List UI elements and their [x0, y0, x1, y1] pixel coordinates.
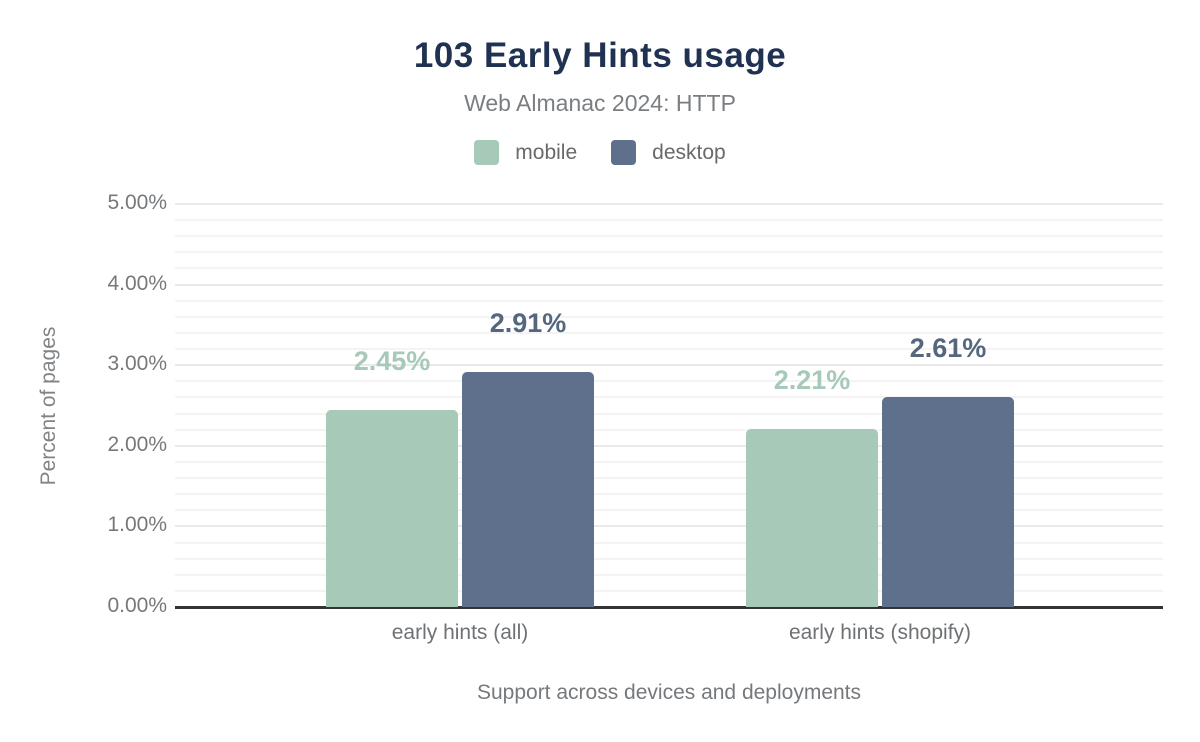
y-major-gridline	[175, 203, 1163, 205]
y-minor-gridline	[175, 541, 1163, 544]
y-minor-gridline	[175, 460, 1163, 463]
value-label-mobile-shopify: 2.21%	[773, 364, 851, 395]
x-axis-title: Support across devices and deployments	[476, 681, 862, 704]
y-minor-gridline	[175, 589, 1163, 592]
x-category-label: early hints (shopify)	[788, 621, 972, 644]
y-major-gridline	[175, 444, 1163, 447]
y-minor-gridline	[175, 428, 1163, 431]
legend-label-desktop: desktop	[652, 140, 726, 164]
y-tick-label: 4.00%	[107, 271, 167, 295]
chart-legend: mobile desktop	[0, 140, 1200, 165]
y-minor-gridline	[175, 331, 1163, 334]
y-tick-label: 2.00%	[107, 432, 167, 456]
y-minor-gridline	[175, 573, 1163, 576]
y-major-gridline	[175, 525, 1163, 528]
bar-desktop-shopify[interactable]	[882, 396, 1014, 607]
y-tick-label: 1.00%	[107, 513, 167, 537]
y-minor-gridline	[175, 493, 1163, 496]
y-minor-gridline	[175, 267, 1163, 270]
legend-item-mobile: mobile	[474, 140, 577, 165]
y-minor-gridline	[175, 412, 1163, 415]
value-label-desktop-shopify: 2.61%	[909, 332, 987, 363]
x-category-label: early hints (all)	[391, 621, 529, 644]
mobile-swatch-icon	[474, 140, 500, 165]
y-minor-gridline	[175, 557, 1163, 560]
y-minor-gridline	[175, 299, 1163, 302]
y-tick-label: 3.00%	[107, 352, 167, 376]
bar-desktop-all[interactable]	[462, 372, 594, 607]
y-major-gridline	[175, 283, 1163, 286]
bar-mobile-shopify[interactable]	[746, 428, 878, 607]
y-minor-gridline	[175, 315, 1163, 318]
x-axis-baseline	[175, 606, 1163, 609]
y-minor-gridline	[175, 396, 1163, 399]
desktop-swatch-icon	[611, 140, 637, 165]
y-major-gridline	[175, 364, 1163, 367]
y-minor-gridline	[175, 251, 1163, 254]
y-minor-gridline	[175, 509, 1163, 512]
value-label-desktop-all: 2.91%	[489, 308, 567, 339]
y-minor-gridline	[175, 235, 1163, 238]
y-minor-gridline	[175, 219, 1163, 222]
value-label-mobile-all: 2.45%	[353, 345, 431, 376]
y-minor-gridline	[175, 380, 1163, 383]
legend-label-mobile: mobile	[515, 140, 578, 164]
y-tick-label: 5.00%	[107, 191, 167, 214]
y-minor-gridline	[175, 348, 1163, 351]
legend-item-desktop: desktop	[611, 140, 726, 165]
y-minor-gridline	[175, 477, 1163, 480]
chart-subtitle: Web Almanac 2024: HTTP	[464, 90, 736, 116]
bar-mobile-all[interactable]	[326, 409, 458, 607]
y-tick-label: 0.00%	[107, 594, 167, 617]
plot-area: 2.45% 2.91% 2.21% 2.61%	[175, 203, 1163, 609]
chart-title: 103 Early Hints usage	[413, 36, 787, 75]
